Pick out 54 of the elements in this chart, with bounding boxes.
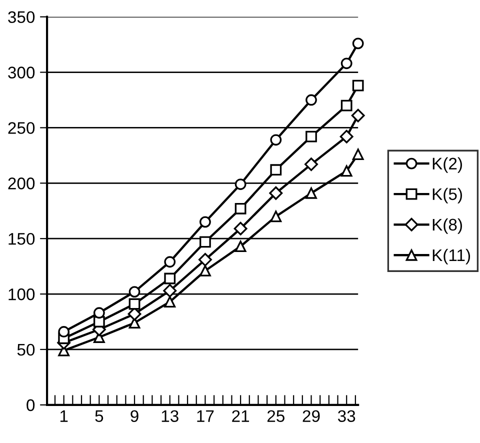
point: [306, 94, 317, 106]
legend-label: K(5): [432, 188, 462, 204]
y-tick-label: 300: [8, 66, 35, 78]
x-tick-label: 29: [302, 410, 320, 422]
point: [340, 58, 352, 70]
x-tick-label: 17: [197, 410, 214, 422]
legend-label: K(8): [432, 218, 462, 234]
point: [270, 164, 282, 176]
point: [198, 252, 212, 266]
y-tick-label: 0: [26, 399, 35, 412]
x-tick-label: 9: [130, 410, 138, 422]
x-tick-label: 5: [95, 410, 104, 422]
point: [200, 265, 211, 276]
point: [128, 298, 140, 310]
point: [340, 100, 352, 112]
point: [58, 326, 70, 338]
point: [234, 202, 246, 214]
point: [164, 296, 176, 308]
point: [340, 130, 354, 144]
legend-label: K(11): [432, 248, 470, 264]
x-tick-label: 33: [338, 410, 356, 422]
point: [270, 134, 282, 146]
point: [270, 210, 282, 222]
point: [352, 38, 364, 50]
x-tick-label: 25: [267, 410, 284, 422]
point: [200, 216, 211, 228]
y-tick-label: 200: [8, 178, 35, 190]
y-tick-label: 50: [17, 344, 35, 356]
point: [128, 286, 140, 298]
y-tick-label: 100: [8, 288, 35, 300]
point: [351, 108, 365, 122]
point: [306, 130, 317, 142]
x-tick-label: 21: [232, 410, 250, 422]
point: [200, 236, 211, 248]
point: [234, 222, 248, 236]
point: [163, 284, 177, 298]
point: [234, 178, 246, 190]
point: [93, 316, 105, 328]
point: [340, 165, 352, 177]
x-tick-label: 1: [60, 410, 68, 422]
legend-label: K(2): [432, 157, 462, 173]
x-tick-label: 13: [162, 410, 178, 422]
y-tick-label: 150: [8, 232, 35, 245]
point: [352, 80, 364, 92]
y-tick-label: 350: [8, 11, 35, 24]
point: [306, 187, 317, 199]
point: [164, 272, 176, 284]
point: [234, 240, 246, 252]
point: [164, 256, 176, 268]
point: [304, 158, 318, 172]
point: [352, 148, 364, 160]
y-tick-label: 250: [8, 122, 35, 134]
point: [93, 307, 105, 319]
point: [269, 186, 283, 200]
